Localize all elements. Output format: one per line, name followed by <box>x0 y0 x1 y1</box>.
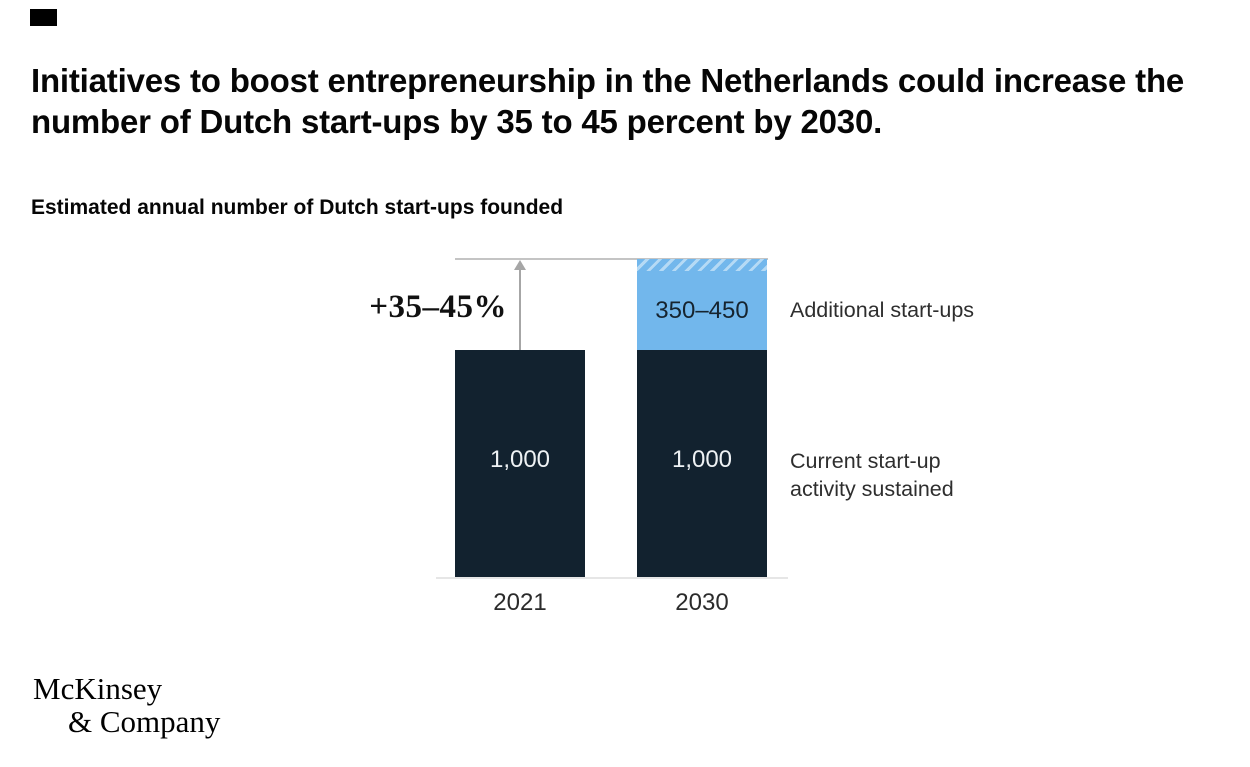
logo-line1: McKinsey <box>33 671 163 706</box>
legend-current-line2: activity sustained <box>790 477 954 501</box>
bar-2030-value-label: 1,000 <box>671 446 733 473</box>
chart-title: Estimated annual number of Dutch start-u… <box>31 196 564 219</box>
legend-additional-startups: Additional start-ups <box>790 298 975 322</box>
logo-line2: & Company <box>68 704 221 739</box>
x-label-2030: 2030 <box>675 589 729 616</box>
bar-2021-current: 1,000 <box>455 350 585 578</box>
target-level-line <box>455 258 768 260</box>
growth-arrow-icon <box>514 260 526 270</box>
mckinsey-logo: McKinsey & Company <box>33 672 220 738</box>
legend-current-line1: Current start-up <box>790 449 941 473</box>
x-axis-line <box>436 577 788 579</box>
growth-arrow-line <box>519 269 521 350</box>
growth-percent-label: +35–45% <box>369 289 507 325</box>
bar-2030-additional-value-label: 350–450 <box>655 296 749 324</box>
x-label-2021: 2021 <box>493 589 547 616</box>
bar-2030-additional-hatch <box>637 259 767 271</box>
page-title: Initiatives to boost entrepreneurship in… <box>31 62 1185 140</box>
bar-2030-current: 1,000 <box>637 350 767 578</box>
bar-2030-additional-segment: 350–450 <box>637 271 767 350</box>
exhibit-marker-rect <box>30 9 57 26</box>
bar-2021-value-label: 1,000 <box>489 446 551 473</box>
legend-current-startup-activity: Current start-up activity sustained <box>790 447 954 503</box>
